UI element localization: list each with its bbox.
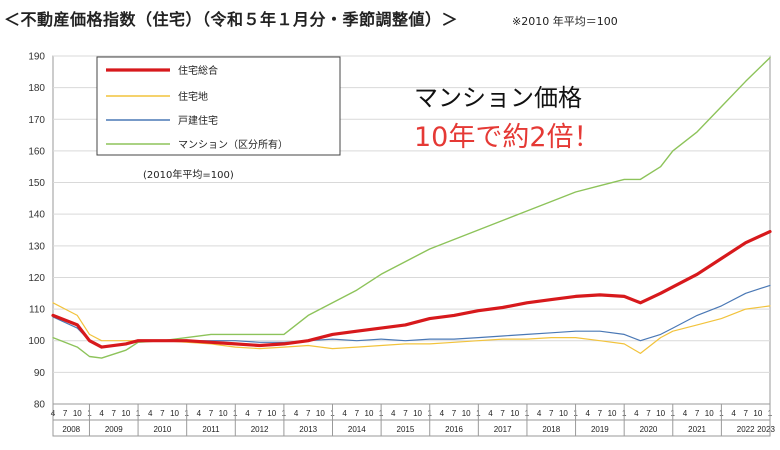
x-month-tick-label: 4 (197, 409, 202, 418)
x-month-tick-label: 10 (365, 409, 374, 418)
x-month-tick-label: 4 (294, 409, 299, 418)
x-month-tick-label: 7 (63, 409, 68, 418)
y-tick-label: 170 (28, 115, 45, 126)
y-tick-label: 100 (28, 336, 45, 347)
x-axis: 4710120084710120094710120104710120114710… (51, 403, 775, 437)
x-year-label: 2008 (62, 425, 80, 434)
x-month-tick-label: 4 (634, 409, 639, 418)
x-month-tick-label: 7 (355, 409, 360, 418)
x-year-label: 2011 (202, 425, 220, 434)
x-axis-frame (52, 403, 771, 437)
x-year-label: 2014 (348, 425, 366, 434)
x-year-label: 2009 (105, 425, 123, 434)
y-tick-label: 120 (28, 273, 45, 284)
x-month-tick-label: 7 (403, 409, 408, 418)
x-month-tick-label: 10 (316, 409, 325, 418)
x-month-tick-label: 4 (440, 409, 445, 418)
x-month-tick-label: 4 (683, 409, 688, 418)
x-year-label: 2017 (494, 425, 512, 434)
x-month-tick-label: 4 (99, 409, 104, 418)
x-month-tick-label: 4 (148, 409, 153, 418)
x-month-tick-label: 7 (452, 409, 457, 418)
x-month-tick-label: 10 (267, 409, 276, 418)
legend-base-note: (2010年平均=100) (143, 168, 234, 181)
x-month-tick-label: 7 (160, 409, 165, 418)
legend-label-mansion: マンション（区分所有） (178, 138, 288, 151)
x-month-tick-label: 7 (598, 409, 603, 418)
chart-title: ＜不動産価格指数（住宅）（令和５年１月分・季節調整値）＞ (4, 10, 459, 29)
x-month-tick-label: 10 (73, 409, 82, 418)
x-month-tick-label: 4 (245, 409, 250, 418)
x-month-tick-label: 10 (705, 409, 714, 418)
x-month-tick-label: 7 (646, 409, 651, 418)
legend-label-total: 住宅総合 (178, 64, 218, 77)
y-tick-label: 140 (28, 210, 45, 221)
y-axis: 80 90 100 110 120 130 140 150 160 170 180 190 (28, 52, 45, 411)
x-month-tick-label: 7 (743, 409, 748, 418)
x-month-tick-label: 10 (121, 409, 130, 418)
x-year-label: 2012 (251, 425, 269, 434)
x-month-tick-label: 4 (585, 409, 590, 418)
x-year-label: 2019 (591, 425, 609, 434)
x-month-tick-label: 10 (608, 409, 617, 418)
x-month-tick-label: 10 (559, 409, 568, 418)
x-month-tick-label: 10 (219, 409, 228, 418)
x-year-label: 2013 (299, 425, 317, 434)
y-tick-label: 80 (34, 400, 46, 411)
x-month-tick-label: 7 (209, 409, 214, 418)
y-tick-label: 190 (28, 52, 45, 63)
x-month-tick-label: 4 (391, 409, 396, 418)
annotation-mansion-price: マンション価格 (414, 84, 582, 112)
x-month-tick-label: 4 (342, 409, 347, 418)
x-month-tick-label: 7 (549, 409, 554, 418)
x-month-tick-label: 10 (413, 409, 422, 418)
legend: 住宅総合 住宅地 戸建住宅 マンション（区分所有） (96, 56, 341, 156)
y-tick-label: 90 (34, 368, 46, 379)
series-lines (51, 56, 772, 359)
y-tick-label: 150 (28, 178, 45, 189)
legend-label-land: 住宅地 (178, 90, 208, 103)
y-tick-label: 180 (28, 83, 45, 94)
annotation-doubled: 10年で約2倍！ (414, 122, 601, 153)
legend-label-detached: 戸建住宅 (178, 114, 218, 127)
x-year-label: 2023 (757, 425, 775, 434)
x-year-label: 2020 (640, 425, 658, 434)
x-year-label: 2022 (737, 425, 755, 434)
x-month-tick-label: 4 (537, 409, 542, 418)
x-month-tick-label: 4 (731, 409, 736, 418)
x-month-tick-label: 7 (695, 409, 700, 418)
x-year-label: 2010 (153, 425, 171, 434)
x-month-tick-label: 7 (306, 409, 311, 418)
y-tick-label: 110 (29, 305, 45, 316)
x-month-tick-label: 7 (257, 409, 262, 418)
x-month-tick-label: 4 (488, 409, 493, 418)
x-year-label: 2016 (445, 425, 463, 434)
x-month-tick-label: 7 (112, 409, 117, 418)
x-month-tick-label: 10 (170, 409, 179, 418)
y-tick-label: 130 (28, 241, 45, 252)
x-month-tick-label: 7 (500, 409, 505, 418)
y-tick-label: 160 (28, 146, 45, 157)
x-month-tick-label: 10 (462, 409, 471, 418)
series-line-total (51, 230, 772, 349)
x-year-label: 2021 (688, 425, 706, 434)
base-year-note: ※2010 年平均＝100 (512, 15, 618, 28)
legend-box (96, 56, 341, 156)
x-month-tick-label: 10 (753, 409, 762, 418)
x-month-tick-label: 10 (510, 409, 519, 418)
x-year-label: 2015 (397, 425, 415, 434)
x-year-label: 2018 (542, 425, 560, 434)
x-month-tick-label: 10 (656, 409, 665, 418)
